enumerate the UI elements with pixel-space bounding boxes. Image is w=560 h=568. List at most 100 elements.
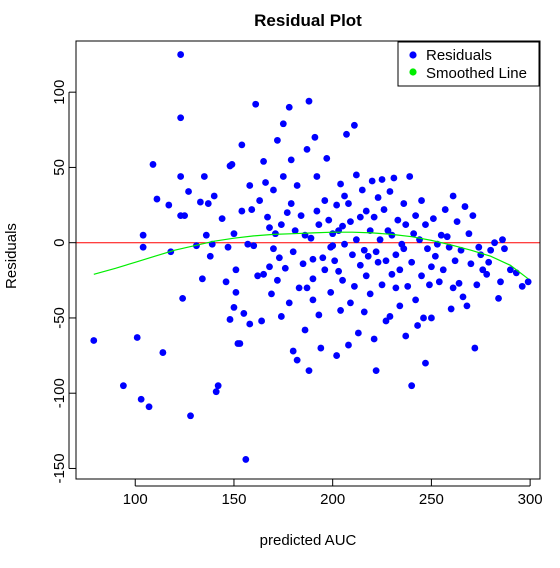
residual-point (273, 136, 281, 144)
residual-point (119, 382, 127, 390)
residual-point (270, 186, 277, 194)
residual-point (402, 332, 410, 340)
residual-point (303, 145, 311, 153)
residual-point (277, 313, 285, 320)
residual-point (374, 194, 382, 201)
residual-point (347, 218, 354, 226)
residual-point (341, 240, 348, 248)
residual-point (396, 302, 404, 310)
residual-point (406, 173, 414, 180)
residual-point (321, 197, 329, 204)
residual-point (449, 192, 457, 200)
residual-point (451, 257, 459, 265)
residual-point (443, 233, 451, 241)
residual-point (256, 197, 264, 204)
residual-point (370, 335, 378, 343)
residual-point (394, 216, 402, 224)
residual-point (264, 213, 271, 221)
residual-point (252, 100, 260, 108)
residual-point (349, 251, 356, 259)
residual-point (396, 266, 404, 274)
residual-point (281, 264, 289, 272)
plot-area (76, 51, 540, 463)
residual-point (469, 212, 477, 219)
residual-point (518, 282, 526, 290)
residual-point (356, 213, 364, 221)
x-tick-label: 100 (123, 491, 148, 508)
residual-point (277, 221, 285, 229)
residual-point (177, 114, 185, 122)
residual-point (412, 212, 420, 219)
residual-point (485, 258, 493, 266)
residual-point (238, 207, 246, 215)
residual-point (230, 230, 238, 238)
residual-point (285, 299, 293, 307)
x-axis-title: predicted AUC (260, 532, 357, 549)
residual-point (329, 230, 337, 238)
residual-point (345, 341, 352, 349)
y-tick-label: 0 (51, 239, 68, 247)
residual-point (323, 155, 331, 162)
residual-point (388, 270, 396, 278)
residual-point (418, 272, 425, 280)
residual-point (420, 314, 427, 322)
residual-point (447, 305, 455, 313)
residual-point (483, 270, 491, 278)
residual-point (412, 296, 420, 304)
x-tick-label: 300 (518, 491, 543, 508)
residual-point (337, 307, 344, 314)
residual-point (497, 278, 504, 286)
residual-point (358, 186, 366, 194)
residual-point (90, 337, 98, 344)
residual-point (351, 282, 358, 290)
residual-point (246, 320, 254, 328)
residual-point (374, 258, 382, 266)
residual-point (366, 290, 374, 298)
residual-point (222, 278, 230, 286)
residual-point (473, 281, 481, 289)
residual-point (351, 121, 358, 129)
residual-point (246, 182, 254, 189)
legend-label-smoothed-line: Smoothed Line (426, 65, 527, 82)
residual-point (299, 260, 307, 268)
residual-point (305, 97, 313, 105)
residual-point (159, 349, 167, 356)
residual-point (226, 316, 234, 323)
residual-point (400, 245, 408, 253)
residual-point (285, 103, 293, 111)
residual-point (360, 246, 368, 254)
residual-point (495, 294, 502, 302)
residual-point (311, 133, 319, 141)
x-tick-label: 250 (419, 491, 444, 508)
residual-point (465, 230, 473, 238)
residual-point (137, 395, 145, 403)
residual-point (309, 296, 317, 304)
residual-point (439, 266, 447, 274)
residual-point (206, 252, 214, 260)
residual-point (445, 243, 453, 251)
residual-point (362, 207, 370, 215)
residual-point (418, 197, 425, 204)
y-tick-label: 50 (51, 159, 68, 176)
residual-point (315, 311, 323, 319)
residual-point (453, 218, 461, 226)
residual-point (429, 215, 437, 223)
smoothed-line (93, 231, 529, 280)
residual-point (506, 266, 514, 274)
residual-point (487, 246, 495, 254)
residual-point (431, 252, 439, 260)
residual-point (153, 195, 161, 203)
residual-point (149, 161, 157, 168)
residual-point (410, 230, 418, 238)
residual-point (386, 188, 394, 195)
residual-point (289, 347, 297, 355)
y-tick-label: 100 (51, 80, 68, 105)
y-tick-label: -100 (51, 378, 68, 408)
residual-point (491, 239, 498, 247)
residual-point (139, 231, 147, 239)
residual-point (214, 382, 222, 390)
residual-point (260, 270, 267, 278)
residual-point (392, 284, 400, 292)
residual-point (378, 281, 386, 289)
